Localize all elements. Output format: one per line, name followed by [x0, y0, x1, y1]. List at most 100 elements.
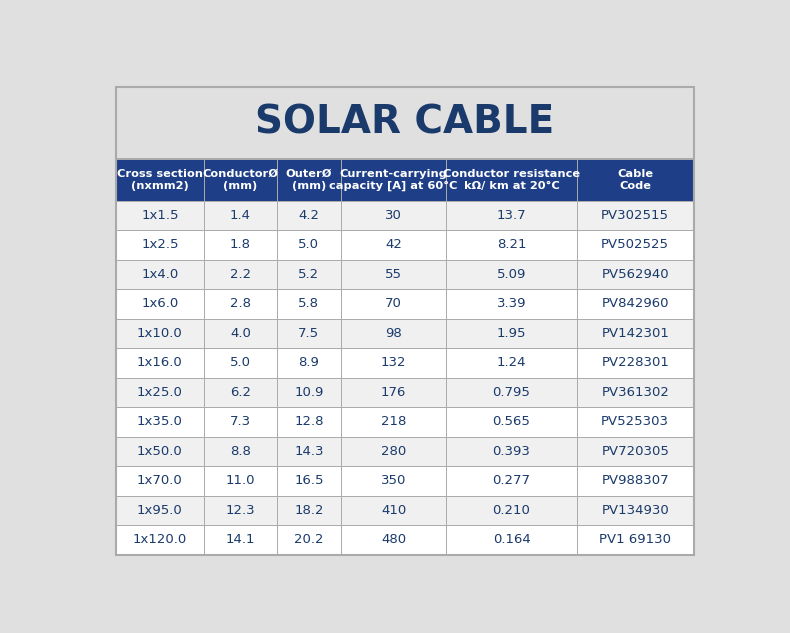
Bar [204, 525, 277, 555]
Bar [204, 496, 277, 525]
Bar [340, 348, 446, 378]
Text: PV361302: PV361302 [601, 386, 669, 399]
Bar [577, 160, 694, 201]
Bar [340, 407, 446, 437]
Text: 1.8: 1.8 [230, 239, 251, 251]
Bar [340, 201, 446, 230]
Text: 20.2: 20.2 [294, 534, 324, 546]
Bar [204, 230, 277, 260]
Text: Cable
Code: Cable Code [617, 169, 653, 191]
Text: PV562940: PV562940 [601, 268, 669, 281]
Bar [204, 318, 277, 348]
Text: 12.3: 12.3 [226, 504, 255, 517]
Text: PV525303: PV525303 [601, 415, 669, 429]
Bar [204, 378, 277, 407]
Text: 1x16.0: 1x16.0 [137, 356, 182, 370]
Text: 1x25.0: 1x25.0 [137, 386, 182, 399]
Bar [204, 260, 277, 289]
Bar [116, 466, 204, 496]
Text: 1x2.5: 1x2.5 [141, 239, 179, 251]
Bar [340, 437, 446, 466]
Bar [204, 466, 277, 496]
Bar [116, 407, 204, 437]
Bar [116, 378, 204, 407]
Text: 13.7: 13.7 [497, 209, 526, 222]
Text: 280: 280 [381, 445, 406, 458]
Bar [277, 437, 340, 466]
Bar [577, 437, 694, 466]
Text: 480: 480 [381, 534, 406, 546]
Text: 5.0: 5.0 [299, 239, 319, 251]
Bar [277, 348, 340, 378]
Text: 1x4.0: 1x4.0 [141, 268, 179, 281]
Text: 1x1.5: 1x1.5 [141, 209, 179, 222]
Bar [577, 318, 694, 348]
Bar [116, 230, 204, 260]
Text: 42: 42 [386, 239, 402, 251]
Text: PV228301: PV228301 [601, 356, 669, 370]
Bar [277, 318, 340, 348]
Bar [277, 407, 340, 437]
Bar [340, 496, 446, 525]
Text: 10.9: 10.9 [294, 386, 324, 399]
Bar [116, 201, 204, 230]
Bar [577, 407, 694, 437]
Bar [446, 407, 577, 437]
Bar [577, 260, 694, 289]
Bar [116, 260, 204, 289]
Bar [204, 348, 277, 378]
Bar [446, 348, 577, 378]
Bar [340, 230, 446, 260]
Text: 1x35.0: 1x35.0 [137, 415, 182, 429]
Bar [340, 160, 446, 201]
Text: 8.8: 8.8 [230, 445, 251, 458]
Bar [446, 260, 577, 289]
Bar [577, 289, 694, 318]
Text: 1x6.0: 1x6.0 [141, 298, 179, 310]
Text: PV302515: PV302515 [601, 209, 669, 222]
Text: SOLAR CABLE: SOLAR CABLE [255, 104, 555, 142]
Bar [446, 378, 577, 407]
Text: 11.0: 11.0 [226, 474, 255, 487]
Bar [446, 201, 577, 230]
Bar [340, 260, 446, 289]
Bar [277, 260, 340, 289]
Text: 16.5: 16.5 [294, 474, 324, 487]
Text: 70: 70 [386, 298, 402, 310]
Bar [204, 160, 277, 201]
Bar [340, 525, 446, 555]
Bar [577, 496, 694, 525]
Bar [116, 496, 204, 525]
Text: 0.210: 0.210 [493, 504, 530, 517]
Bar [446, 466, 577, 496]
Bar [577, 348, 694, 378]
Text: 350: 350 [381, 474, 406, 487]
Bar [277, 201, 340, 230]
Bar [577, 201, 694, 230]
Text: 1x50.0: 1x50.0 [137, 445, 182, 458]
Bar [446, 437, 577, 466]
Text: 5.8: 5.8 [299, 298, 319, 310]
Text: 5.2: 5.2 [299, 268, 319, 281]
Bar [340, 318, 446, 348]
Bar [204, 201, 277, 230]
Bar [116, 318, 204, 348]
Text: PV502525: PV502525 [601, 239, 669, 251]
Bar [577, 525, 694, 555]
Text: 0.565: 0.565 [493, 415, 530, 429]
Bar [446, 496, 577, 525]
Text: 30: 30 [386, 209, 402, 222]
Text: 4.0: 4.0 [230, 327, 251, 340]
Text: 14.3: 14.3 [294, 445, 324, 458]
Bar [446, 289, 577, 318]
Text: 4.2: 4.2 [299, 209, 319, 222]
Text: 132: 132 [381, 356, 406, 370]
Text: 176: 176 [381, 386, 406, 399]
Text: 1.4: 1.4 [230, 209, 251, 222]
Bar [446, 230, 577, 260]
Text: 14.1: 14.1 [226, 534, 255, 546]
Text: Current-carrying
capacity [A] at 60°C: Current-carrying capacity [A] at 60°C [329, 168, 457, 191]
Bar [577, 230, 694, 260]
Text: ConductorØ
(mm): ConductorØ (mm) [202, 169, 278, 191]
Text: 7.5: 7.5 [299, 327, 319, 340]
